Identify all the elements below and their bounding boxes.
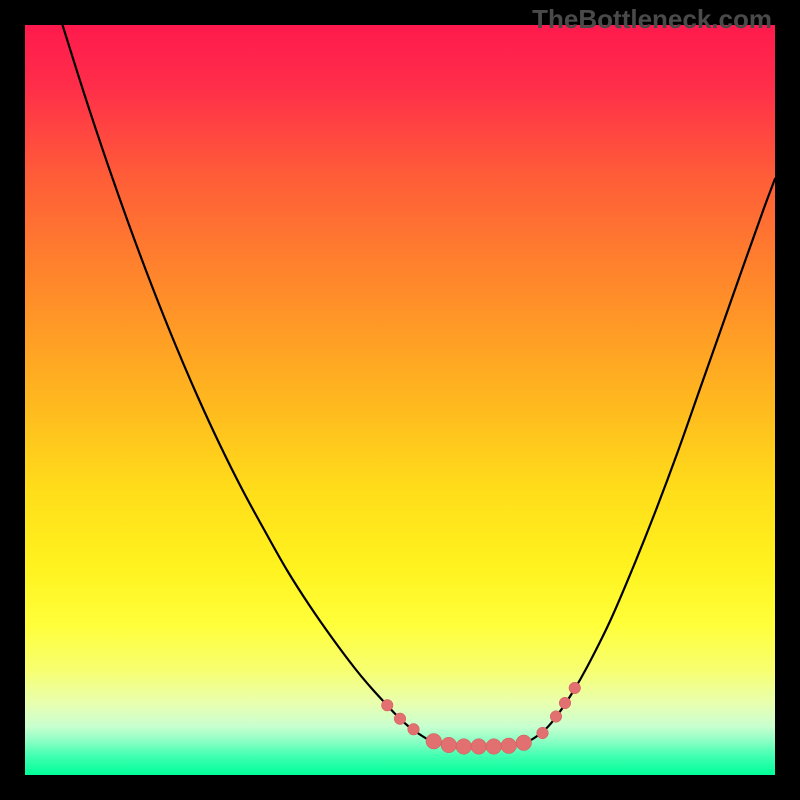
curve-left [63,25,464,747]
chart-marker [408,723,420,735]
chart-marker [456,739,472,755]
chart-marker [394,713,406,725]
plot-area [25,25,775,775]
chart-marker [471,739,487,755]
chart-marker [441,737,457,753]
chart-marker [559,697,571,709]
chart-frame: TheBottleneck.com [0,0,800,800]
chart-marker [569,682,581,694]
chart-marker [550,711,562,723]
chart-marker [426,733,442,749]
watermark-text: TheBottleneck.com [532,4,772,35]
chart-marker [486,739,502,755]
curve-right [501,179,775,747]
chart-svg [25,25,775,775]
chart-marker [516,735,532,751]
chart-marker [537,727,549,739]
chart-marker [381,699,393,711]
chart-marker [501,738,517,754]
